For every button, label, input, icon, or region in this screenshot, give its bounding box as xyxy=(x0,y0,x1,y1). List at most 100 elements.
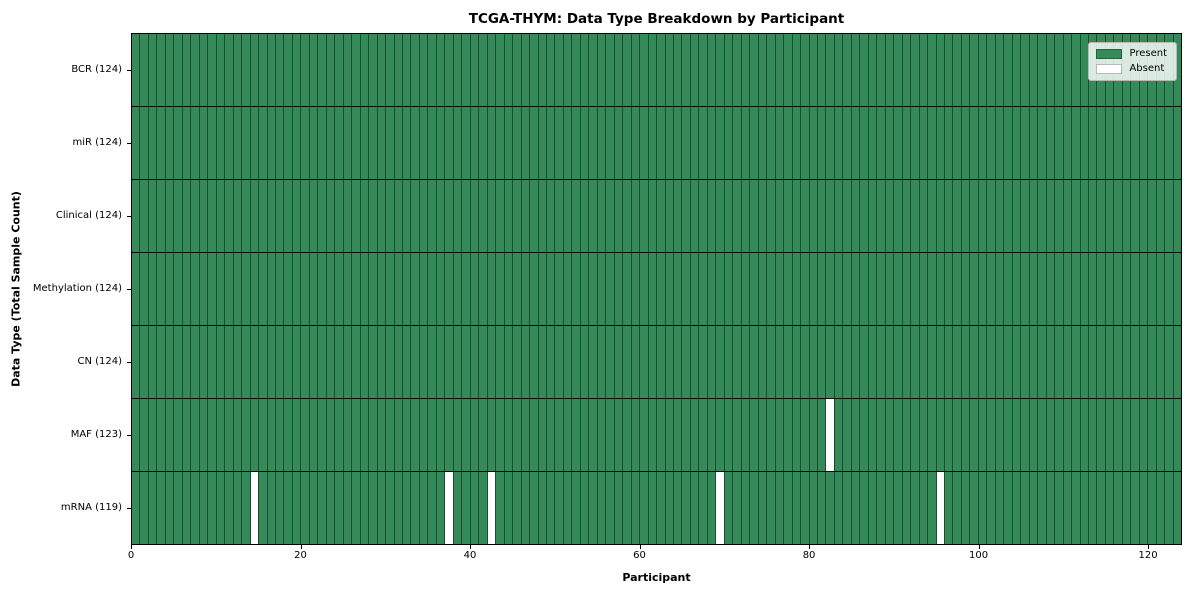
cell-present xyxy=(826,326,835,398)
cell-present xyxy=(919,34,929,106)
legend: Present Absent xyxy=(1088,42,1177,81)
cell-present xyxy=(1072,180,1081,252)
cell-present xyxy=(885,107,895,179)
cell-present xyxy=(259,34,268,106)
cell-present xyxy=(462,180,471,252)
cell-present xyxy=(1097,253,1106,325)
cell-present xyxy=(1038,399,1047,471)
cell-present xyxy=(419,253,429,325)
cell-present xyxy=(242,34,251,106)
cell-present xyxy=(1165,253,1174,325)
cell-present xyxy=(546,253,556,325)
cell-present xyxy=(419,472,429,544)
cell-present xyxy=(225,472,234,544)
cell-present xyxy=(699,34,708,106)
cell-present xyxy=(648,472,658,544)
cell-present xyxy=(1105,107,1115,179)
cell-present xyxy=(1105,326,1115,398)
cell-present xyxy=(479,399,488,471)
cell-present xyxy=(809,107,818,179)
cell-present xyxy=(767,326,776,398)
cell-present xyxy=(165,326,175,398)
cell-present xyxy=(936,326,945,398)
cell-present xyxy=(589,107,598,179)
cell-present xyxy=(1097,326,1106,398)
cell-present xyxy=(1072,253,1081,325)
cell-present xyxy=(1139,253,1149,325)
cell-present xyxy=(597,399,607,471)
cell-present xyxy=(386,34,395,106)
cell-present xyxy=(817,326,827,398)
y-tick-label: Methylation (124) xyxy=(32,283,122,294)
cell-present xyxy=(868,253,878,325)
cell-present xyxy=(809,326,818,398)
cell-present xyxy=(631,399,641,471)
cell-present xyxy=(665,180,674,252)
cell-present xyxy=(648,180,658,252)
x-tick-mark xyxy=(978,545,980,549)
cell-present xyxy=(690,34,700,106)
cell-present xyxy=(555,399,564,471)
cell-present xyxy=(1055,107,1064,179)
cell-present xyxy=(199,107,209,179)
cell-present xyxy=(1080,472,1089,544)
cell-present xyxy=(606,326,615,398)
cell-present xyxy=(665,399,674,471)
cell-present xyxy=(775,253,785,325)
cell-present xyxy=(851,180,861,252)
cell-present xyxy=(1021,180,1030,252)
cell-present xyxy=(1021,326,1030,398)
cell-present xyxy=(741,253,751,325)
cell-present xyxy=(165,253,175,325)
cell-present xyxy=(284,472,293,544)
cell-present xyxy=(724,326,734,398)
cell-present xyxy=(775,34,785,106)
cell-present xyxy=(978,180,988,252)
cell-present xyxy=(860,34,869,106)
cell-present xyxy=(267,472,276,544)
cell-present xyxy=(352,399,361,471)
cell-present xyxy=(259,253,268,325)
cell-present xyxy=(563,34,573,106)
cell-present xyxy=(225,34,234,106)
cell-present xyxy=(369,326,378,398)
cell-present xyxy=(682,34,691,106)
cell-present xyxy=(267,326,276,398)
cell-present xyxy=(733,399,742,471)
cell-present xyxy=(174,180,183,252)
cell-present xyxy=(758,253,768,325)
cell-present xyxy=(834,399,844,471)
cell-present xyxy=(360,107,370,179)
cell-present xyxy=(995,326,1005,398)
cell-present xyxy=(902,326,912,398)
cell-present xyxy=(580,399,590,471)
cell-present xyxy=(1072,399,1081,471)
cell-present xyxy=(1105,253,1115,325)
cell-present xyxy=(741,34,751,106)
cell-present xyxy=(1080,107,1089,179)
cell-present xyxy=(750,107,759,179)
cell-present xyxy=(470,253,480,325)
cell-present xyxy=(1029,326,1039,398)
cell-present xyxy=(259,107,268,179)
cell-present xyxy=(538,472,547,544)
cell-present xyxy=(530,107,539,179)
cell-present xyxy=(716,253,725,325)
cell-present xyxy=(1148,253,1157,325)
cell-present xyxy=(657,472,666,544)
cell-present xyxy=(563,399,573,471)
cell-present xyxy=(352,326,361,398)
y-tick-mark xyxy=(127,508,131,510)
cell-present xyxy=(775,326,785,398)
cell-present xyxy=(453,472,463,544)
cell-present xyxy=(826,107,835,179)
cell-present xyxy=(292,472,302,544)
cell-present xyxy=(902,472,912,544)
cell-present xyxy=(208,472,217,544)
cell-present xyxy=(606,253,615,325)
cell-present xyxy=(817,399,827,471)
cell-present xyxy=(767,253,776,325)
cell-present xyxy=(1055,253,1064,325)
cell-present xyxy=(453,326,463,398)
cell-present xyxy=(496,399,505,471)
